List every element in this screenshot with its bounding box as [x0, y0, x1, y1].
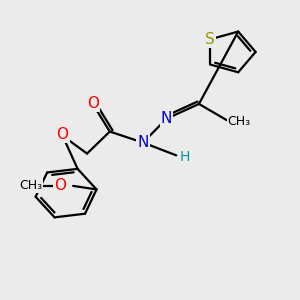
- Text: CH₃: CH₃: [19, 179, 42, 192]
- Text: O: O: [54, 178, 66, 194]
- Text: O: O: [87, 95, 99, 110]
- Text: N: N: [161, 111, 172, 126]
- Text: H: H: [179, 150, 190, 164]
- Text: O: O: [57, 127, 69, 142]
- Text: S: S: [205, 32, 215, 47]
- Text: CH₃: CH₃: [228, 115, 251, 128]
- Text: N: N: [137, 135, 149, 150]
